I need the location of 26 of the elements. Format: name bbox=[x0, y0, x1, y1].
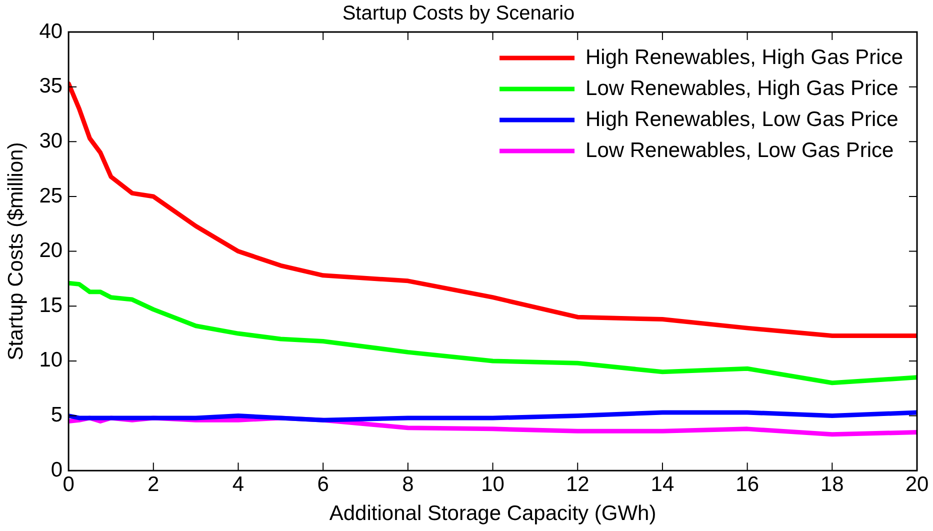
x-tick-label: 18 bbox=[820, 472, 844, 496]
y-tick-label: 25 bbox=[39, 184, 63, 208]
y-tick-label: 20 bbox=[39, 239, 63, 262]
x-axis-title: Additional Storage Capacity (GWh) bbox=[329, 502, 656, 526]
x-tick-label: 20 bbox=[905, 472, 929, 496]
y-tick-label: 0 bbox=[50, 458, 63, 482]
x-tick-label: 10 bbox=[481, 472, 504, 496]
legend-label: High Renewables, Low Gas Price bbox=[586, 108, 898, 131]
y-tick-label: 10 bbox=[39, 348, 63, 372]
legend-label: High Renewables, High Gas Price bbox=[586, 46, 904, 69]
x-tick-label: 12 bbox=[566, 472, 590, 496]
y-tick-label: 15 bbox=[39, 294, 63, 317]
x-tick-label: 6 bbox=[317, 472, 329, 496]
x-tick-label: 14 bbox=[650, 472, 674, 496]
legend-label: Low Renewables, High Gas Price bbox=[586, 76, 898, 100]
x-tick-label: 2 bbox=[148, 472, 160, 496]
x-tick-label: 16 bbox=[736, 472, 759, 496]
y-axis-title: Startup Costs ($million) bbox=[4, 142, 28, 360]
y-tick-label: 5 bbox=[50, 404, 63, 427]
chart-title: Startup Costs by Scenario bbox=[342, 2, 575, 25]
y-tick-label: 35 bbox=[39, 74, 63, 98]
legend-label: Low Renewables, Low Gas Price bbox=[586, 138, 894, 162]
x-tick-label: 8 bbox=[402, 472, 414, 496]
x-tick-label: 4 bbox=[232, 472, 244, 496]
y-tick-label: 30 bbox=[39, 129, 63, 152]
y-tick-label: 40 bbox=[39, 20, 63, 43]
